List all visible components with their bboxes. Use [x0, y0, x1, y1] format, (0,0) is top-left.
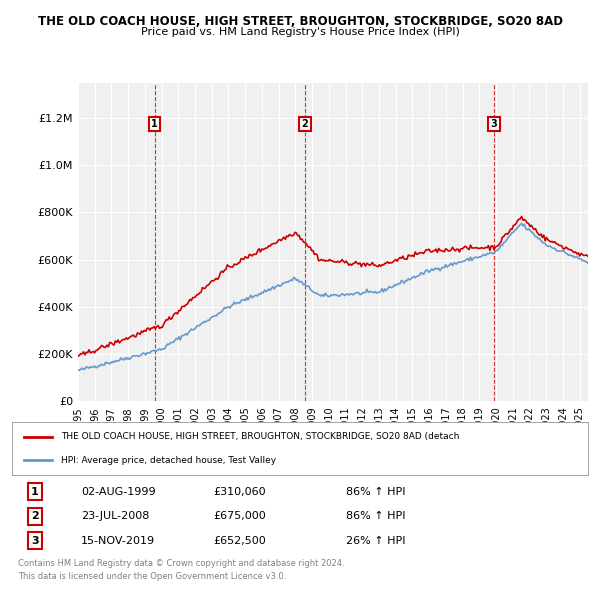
- Text: 15-NOV-2019: 15-NOV-2019: [81, 536, 155, 546]
- Text: £652,500: £652,500: [214, 536, 266, 546]
- Text: £675,000: £675,000: [214, 512, 266, 521]
- Text: 1: 1: [151, 119, 158, 129]
- Text: This data is licensed under the Open Government Licence v3.0.: This data is licensed under the Open Gov…: [18, 572, 286, 581]
- Text: 23-JUL-2008: 23-JUL-2008: [81, 512, 149, 521]
- Text: 2: 2: [31, 512, 39, 521]
- Text: 1: 1: [31, 487, 39, 497]
- Text: 02-AUG-1999: 02-AUG-1999: [81, 487, 156, 497]
- Text: Contains HM Land Registry data © Crown copyright and database right 2024.: Contains HM Land Registry data © Crown c…: [18, 559, 344, 568]
- Text: THE OLD COACH HOUSE, HIGH STREET, BROUGHTON, STOCKBRIDGE, SO20 8AD (detach: THE OLD COACH HOUSE, HIGH STREET, BROUGH…: [61, 432, 460, 441]
- Text: 86% ↑ HPI: 86% ↑ HPI: [346, 512, 406, 521]
- Text: 26% ↑ HPI: 26% ↑ HPI: [346, 536, 406, 546]
- Text: 3: 3: [491, 119, 497, 129]
- Text: Price paid vs. HM Land Registry's House Price Index (HPI): Price paid vs. HM Land Registry's House …: [140, 27, 460, 37]
- Text: 86% ↑ HPI: 86% ↑ HPI: [346, 487, 406, 497]
- Text: HPI: Average price, detached house, Test Valley: HPI: Average price, detached house, Test…: [61, 455, 276, 464]
- Text: THE OLD COACH HOUSE, HIGH STREET, BROUGHTON, STOCKBRIDGE, SO20 8AD: THE OLD COACH HOUSE, HIGH STREET, BROUGH…: [37, 15, 563, 28]
- Text: £310,060: £310,060: [214, 487, 266, 497]
- Text: 3: 3: [31, 536, 39, 546]
- Text: 2: 2: [301, 119, 308, 129]
